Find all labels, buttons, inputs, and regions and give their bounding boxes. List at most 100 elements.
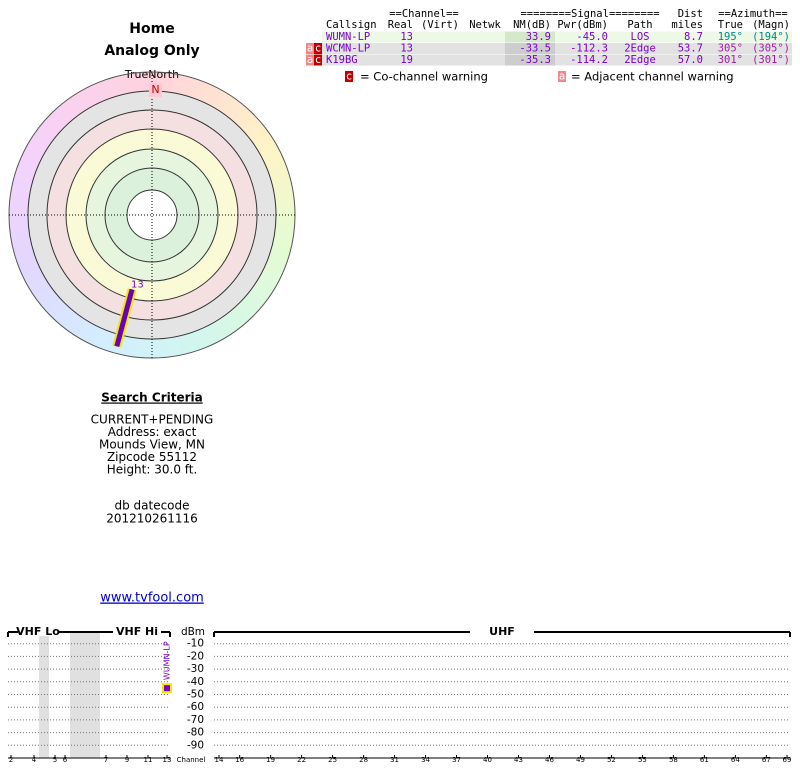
x-axis-label: Channel [177,756,206,764]
signal-marker [162,683,172,694]
table-cell: 195° [718,31,743,43]
y-tick-label: -30 [187,663,204,675]
x-tick-label: 64 [731,756,740,764]
group-header: Dist [678,8,703,20]
table-cell: -45.0 [576,31,608,43]
table-cell: K19BG [326,54,358,66]
y-tick-label: -40 [187,676,204,688]
table-cell: (301°) [752,54,790,66]
x-tick-label: 61 [700,756,709,764]
y-axis-label: dBm [181,626,205,638]
column-header: True [718,19,743,31]
y-tick-label: -10 [187,638,204,650]
table-cell: 13 [400,43,413,55]
label-bg [470,626,534,636]
flag-text: a [307,43,313,55]
legend-icon [345,71,353,82]
search-line: Zipcode 55112 [107,450,197,464]
spectrum-chart: VHF Lo VHF Hi UHF dBm-10-20-30-40-50-60-70-… [7,625,792,764]
column-header: (Magn) [752,19,790,31]
signal-label: WUMN-LP [163,641,172,680]
table-cell: -114.2 [570,54,608,66]
x-tick-label: 7 [104,756,108,764]
table-cell: 8.7 [684,31,703,43]
north-box [149,83,162,97]
table-cell: 2Edge [624,43,656,55]
column-header: (Virt) [421,19,459,31]
x-tick-label: 14 [215,756,224,764]
polar-plot: N 13 [8,71,296,359]
station-bar [114,288,135,348]
flag-icon [306,43,314,54]
x-tick-label: 5 [53,756,57,764]
y-tick-label: -20 [187,650,204,662]
table-cell: -35.3 [519,54,551,66]
nm-cell-bg [505,43,555,54]
x-tick-label: 58 [669,756,678,764]
site-link[interactable]: www.tvfool.com [100,591,204,606]
x-tick-label: 49 [576,756,585,764]
band-label: VHF Hi [116,625,158,638]
legend-icon [558,71,566,82]
table-cell: 33.9 [526,31,551,43]
x-tick-label: 69 [783,756,792,764]
nm-cell-bg [505,31,555,43]
x-tick-label: 67 [762,756,771,764]
x-tick-label: 25 [328,756,337,764]
search-title: Search Criteria [101,391,202,405]
table-cell: WUMN-LP [326,31,370,43]
x-tick-label: 34 [421,756,430,764]
table-cell: 301° [718,54,743,66]
x-tick-label: 11 [144,756,153,764]
search-line: CURRENT+PENDING [91,413,214,427]
column-header: Real [388,19,413,31]
group-header: ==Azimuth== [718,8,788,20]
x-tick-label: 52 [607,756,616,764]
search-line: Height: 30.0 ft. [107,463,198,477]
row-bg [322,54,792,66]
x-tick-label: 2 [9,756,13,764]
column-header: Path [627,19,652,31]
table-cell: (194°) [752,31,790,43]
table-cell: LOS [631,31,650,43]
x-tick-label: 9 [125,756,129,764]
column-header: Callsign [326,19,377,31]
north-marker: N [151,83,159,96]
y-tick-label: -50 [187,689,204,701]
label-bg [113,626,161,636]
legend-icon-text: c [346,71,352,83]
x-tick-label: 43 [514,756,523,764]
nm-cell-bg [505,54,555,66]
x-tick-label: 28 [359,756,368,764]
label-bg [18,626,58,636]
column-header: miles [671,19,703,31]
flag-icon [314,43,322,54]
legend-text: = Co-channel warning [360,70,488,84]
y-tick-label: -60 [187,701,204,713]
table-cell: 2Edge [624,54,656,66]
column-header: Netwk [469,19,501,31]
table-cell: 53.7 [678,43,703,55]
search-line: Mounds View, MN [99,438,205,452]
y-tick-label: -70 [187,714,204,726]
x-tick-label: 4 [32,756,37,764]
db-label: db datecode [114,499,189,513]
row-bg [322,43,792,54]
group-header: ========Signal======== [520,8,659,20]
x-tick-label: 37 [452,756,461,764]
x-tick-label: 13 [163,756,172,764]
flag-text: a [307,54,313,66]
title: Home [129,21,174,37]
group-header: ==Channel== [389,8,459,20]
flag-icon [306,54,314,66]
ring [126,189,178,241]
legend-icon-text: a [559,71,565,83]
table-cell: 19 [400,54,413,66]
band-label: VHF Lo [16,625,60,638]
table-cell: (305°) [752,43,790,55]
band-label: UHF [489,625,515,638]
table-cell: 13 [400,31,413,43]
table-cell: 305° [718,43,743,55]
y-tick-label: -80 [187,727,204,739]
